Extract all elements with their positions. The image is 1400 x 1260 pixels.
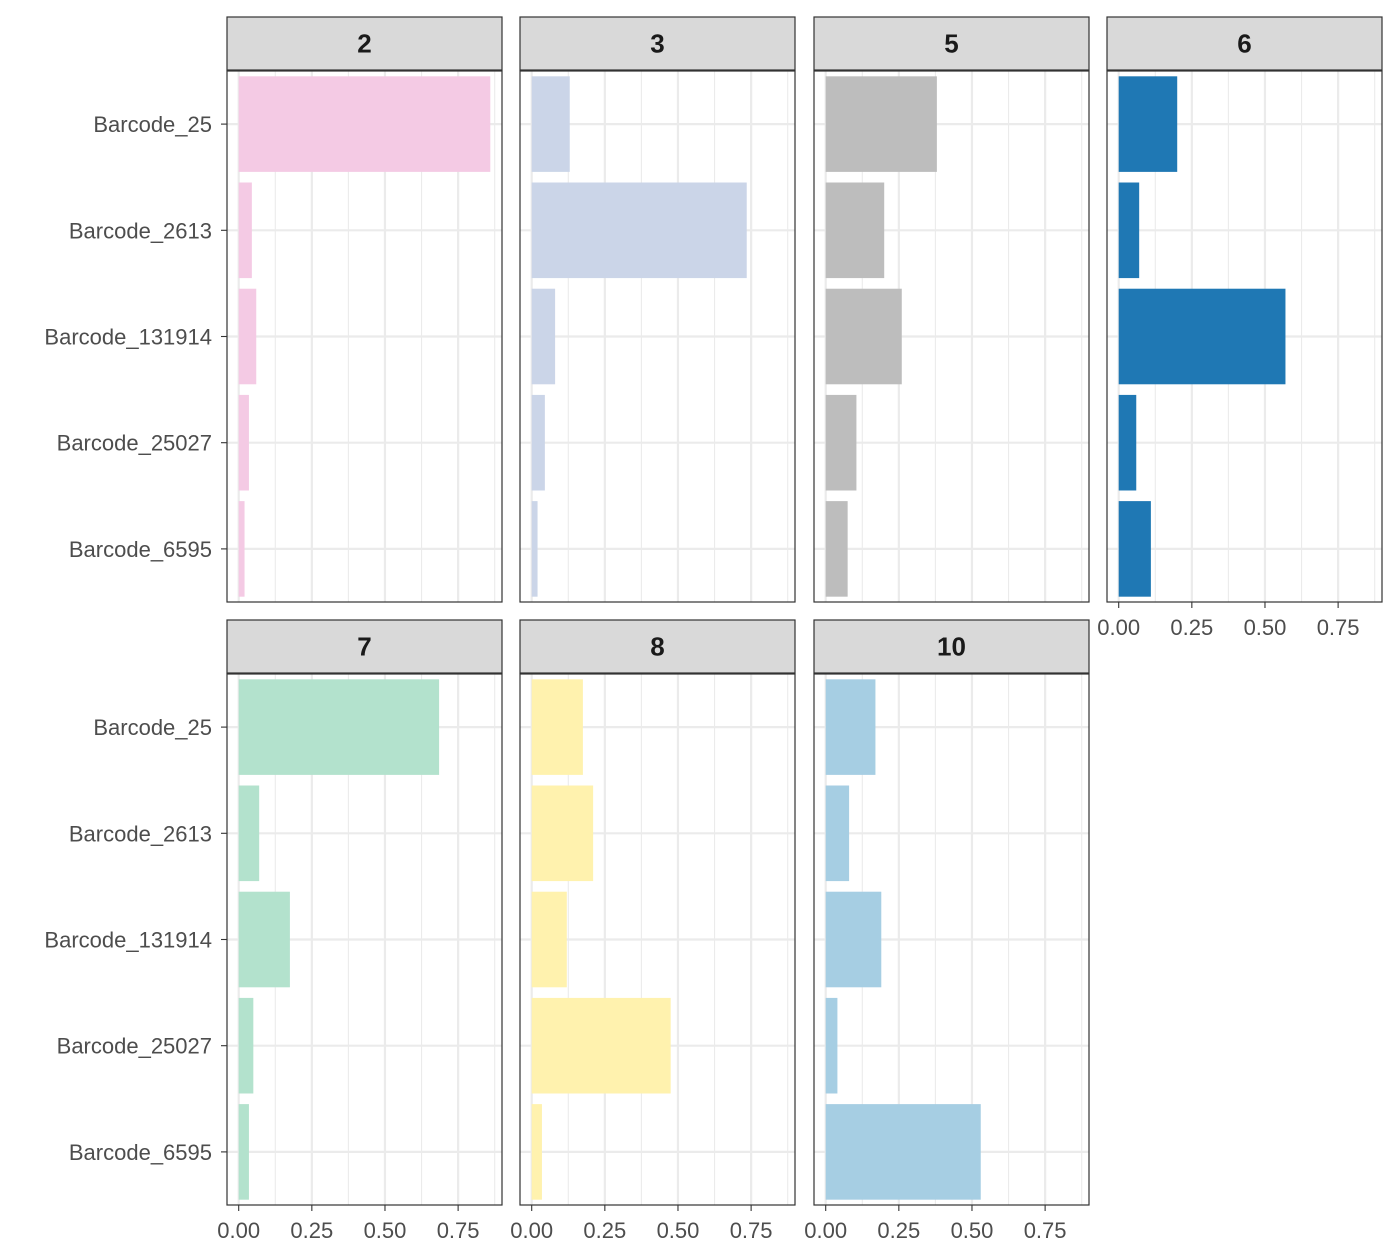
bar-3-Barcode_25	[531, 76, 570, 172]
x-tick-label: 0.50	[364, 1218, 407, 1243]
bar-6-Barcode_131914	[1118, 288, 1286, 385]
y-tick-label: Barcode_25027	[57, 1034, 212, 1059]
bar-6-Barcode_25	[1118, 76, 1178, 172]
bar-10-Barcode_131914	[825, 891, 882, 988]
bar-2-Barcode_2613	[238, 182, 252, 279]
y-tick-label: Barcode_2613	[69, 821, 212, 846]
bar-7-Barcode_25	[238, 679, 440, 775]
x-tick-label: 0.50	[657, 1218, 700, 1243]
bar-5-Barcode_2613	[825, 182, 885, 279]
facet-strip-label: 6	[1237, 29, 1251, 59]
bar-6-Barcode_2613	[1118, 182, 1140, 279]
facet-strip	[813, 619, 1090, 674]
x-tick-label: 0.00	[1097, 615, 1140, 640]
panel-border	[519, 70, 796, 603]
bar-2-Barcode_25027	[238, 394, 249, 491]
bar-8-Barcode_6595	[531, 1104, 542, 1200]
x-tick-label: 0.75	[1317, 615, 1360, 640]
bar-10-Barcode_6595	[825, 1104, 981, 1200]
bar-5-Barcode_25027	[825, 394, 857, 491]
bar-7-Barcode_131914	[238, 891, 290, 988]
x-tick-label: 0.00	[510, 1218, 553, 1243]
facet-strip-label: 7	[357, 632, 371, 662]
y-tick-label: Barcode_2613	[69, 218, 212, 243]
x-tick-label: 0.00	[217, 1218, 260, 1243]
facet-strip	[226, 16, 503, 71]
facet-panel-10: 10 0.00 0.25 0.50 0.75	[804, 619, 1090, 1243]
bar-5-Barcode_25	[825, 76, 937, 172]
facet-panel-2: 2 Barcode_25 Barcode_2613 Barcode_131914 Bar…	[44, 16, 503, 603]
bar-10-Barcode_25	[825, 679, 876, 775]
y-tick-label: Barcode_6595	[69, 537, 212, 562]
bar-8-Barcode_131914	[531, 891, 567, 988]
x-tick-label: 0.25	[877, 1218, 920, 1243]
facet-strip-label: 8	[650, 632, 664, 662]
bar-3-Barcode_131914	[531, 288, 556, 385]
bar-7-Barcode_6595	[238, 1104, 249, 1200]
facet-panel-6: 6 0.00 0.25 0.50 0.75	[1097, 16, 1383, 640]
bar-3-Barcode_6595	[531, 501, 538, 597]
facet-panel-8: 8 0.00 0.25 0.50 0.75	[510, 619, 796, 1243]
bar-6-Barcode_25027	[1118, 394, 1137, 491]
x-tick-label: 0.50	[1244, 615, 1287, 640]
x-tick-label: 0.25	[290, 1218, 333, 1243]
bar-10-Barcode_2613	[825, 785, 850, 882]
x-tick-label: 0.75	[1024, 1218, 1067, 1243]
x-tick-label: 0.75	[730, 1218, 773, 1243]
facet-panel-7: 7 Barcode_25 Barcode_2613 Barcode_131914 Bar…	[44, 619, 503, 1243]
bar-7-Barcode_2613	[238, 785, 260, 882]
facet-strip	[519, 619, 796, 674]
panel-border	[519, 673, 796, 1206]
facet-panel-3: 3	[519, 16, 796, 603]
y-tick-label: Barcode_25	[93, 112, 212, 137]
bar-8-Barcode_25	[531, 679, 583, 775]
facet-strip-label: 3	[650, 29, 664, 59]
facet-strip	[1106, 16, 1383, 71]
facet-strip	[226, 619, 503, 674]
y-tick-label: Barcode_25	[93, 715, 212, 740]
bar-2-Barcode_25	[238, 76, 491, 172]
facet-strip	[519, 16, 796, 71]
y-tick-label: Barcode_25027	[57, 431, 212, 456]
bar-5-Barcode_6595	[825, 501, 848, 597]
y-tick-label: Barcode_131914	[44, 325, 212, 350]
bar-3-Barcode_25027	[531, 394, 545, 491]
bar-2-Barcode_131914	[238, 288, 257, 385]
panel-border	[813, 70, 1090, 603]
x-tick-label: 0.50	[951, 1218, 994, 1243]
bar-2-Barcode_6595	[238, 501, 245, 597]
panel-border	[1106, 70, 1383, 603]
facet-strip-label: 10	[937, 632, 966, 662]
facet-strip	[813, 16, 1090, 71]
x-tick-label: 0.25	[583, 1218, 626, 1243]
bar-8-Barcode_2613	[531, 785, 594, 882]
bar-6-Barcode_6595	[1118, 501, 1151, 597]
bar-8-Barcode_25027	[531, 997, 671, 1094]
bar-10-Barcode_25027	[825, 997, 838, 1094]
y-tick-label: Barcode_6595	[69, 1140, 212, 1165]
facet-strip-label: 2	[357, 29, 371, 59]
bar-7-Barcode_25027	[238, 997, 254, 1094]
facet-strip-label: 5	[944, 29, 958, 59]
facet-panel-5: 5	[813, 16, 1090, 603]
x-tick-label: 0.75	[437, 1218, 480, 1243]
bar-3-Barcode_2613	[531, 182, 747, 279]
x-tick-label: 0.00	[804, 1218, 847, 1243]
x-tick-label: 0.25	[1170, 615, 1213, 640]
bar-5-Barcode_131914	[825, 288, 902, 385]
y-tick-label: Barcode_131914	[44, 928, 212, 953]
panel-border	[813, 673, 1090, 1206]
